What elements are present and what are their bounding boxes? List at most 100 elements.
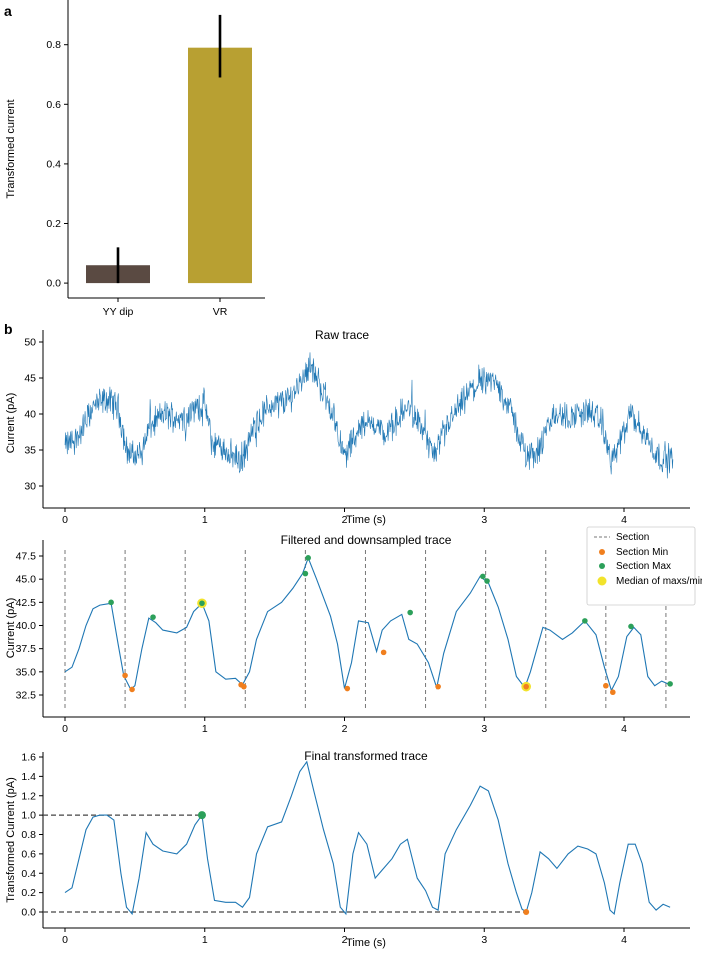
y-tick-label: 40.0 (16, 620, 37, 632)
x-tick-label: 3 (481, 514, 487, 526)
panel-label-a: a (4, 3, 12, 19)
section-max-marker (199, 600, 205, 607)
section-min-marker (129, 686, 135, 693)
bar-bars (86, 14, 252, 284)
y-tick-label: 40 (24, 409, 36, 421)
x-tick-label: 0 (62, 934, 68, 946)
bar-y-tick-label: 0.4 (46, 158, 61, 170)
transformed-y-ticks: 0.0 0.2 0.4 0.6 0.8 1.0 1.2 1.4 1.6 (21, 752, 43, 919)
x-tick-label: 3 (481, 723, 487, 735)
section-max-marker (667, 681, 673, 687)
transformed-max-marker (197, 811, 206, 820)
section-max-marker (108, 599, 114, 606)
section-min-marker (603, 682, 609, 689)
section-min-marker (610, 689, 616, 696)
section-min-marker (523, 683, 529, 690)
y-tick-label: 0.6 (21, 848, 36, 860)
x-tick-label: 3 (481, 934, 487, 946)
bar-vr (188, 47, 252, 284)
filtered-trace-chart: Filtered and downsampled trace 32.535.03… (5, 526, 702, 735)
y-tick-label: 30 (24, 481, 36, 493)
section-max-marker (484, 578, 490, 584)
transformed-points (197, 811, 530, 915)
legend: Section Section Min Section Max Median o… (586, 526, 702, 606)
transformed-min-marker (523, 909, 530, 915)
panel-label-b: b (4, 321, 13, 337)
section-min-marker (344, 685, 351, 692)
bar-y-tick-label: 0.6 (46, 99, 61, 111)
legend-median-marker (597, 576, 607, 586)
transformed-y-axis-label: Transformed Current (pA) (5, 777, 17, 903)
x-tick-label: 1 (202, 723, 208, 735)
raw-x-ticks: 0 1 2 3 4 (62, 508, 627, 526)
bar-x-ticks: YY dip VR (103, 298, 228, 318)
section-max-marker (628, 623, 634, 630)
x-tick-label: 0 (62, 514, 68, 526)
x-tick-label: 2 (342, 723, 348, 735)
raw-y-ticks: 30 35 40 45 50 (24, 337, 43, 493)
raw-y-axis-label: Current (pA) (5, 393, 17, 454)
y-tick-label: 1.6 (21, 752, 36, 764)
legend-median-label: Median of maxs/mins (616, 576, 702, 587)
raw-x-axis-label: Time (s) (346, 514, 386, 526)
filtered-trace-title: Filtered and downsampled trace (281, 533, 452, 547)
bar-chart: 0.0 0.2 0.4 0.6 0.8 YY dip VR Transformed cur… (5, 0, 265, 318)
y-tick-label: 37.5 (16, 643, 37, 655)
y-tick-label: 0.2 (21, 887, 36, 899)
transformed-x-ticks: 0 1 2 3 4 (62, 928, 627, 946)
section-min-marker (380, 649, 387, 656)
y-tick-label: 1.0 (21, 810, 36, 822)
section-max-marker (150, 614, 156, 620)
y-tick-label: 0.0 (21, 907, 36, 919)
legend-max-label: Section Max (616, 561, 671, 572)
x-tick-label: 4 (621, 514, 627, 526)
legend-max-marker (599, 563, 605, 569)
bar-x-tick-label: VR (213, 306, 228, 318)
filtered-y-ticks: 32.5 35.0 37.5 40.0 42.5 45.0 47.5 (16, 551, 43, 702)
filtered-y-axis-label: Current (pA) (5, 598, 17, 659)
x-tick-label: 2 (342, 934, 348, 946)
legend-min-label: Section Min (616, 547, 668, 558)
bar-y-ticks: 0.0 0.2 0.4 0.6 0.8 (46, 39, 68, 290)
x-tick-label: 4 (621, 723, 627, 735)
reference-lines (43, 814, 527, 913)
x-tick-label: 0 (62, 723, 68, 735)
section-min-marker (435, 683, 441, 690)
section-min-marker (241, 683, 247, 690)
y-tick-label: 1.4 (21, 771, 36, 783)
y-tick-label: 50 (24, 337, 36, 349)
legend-section-label: Section (616, 532, 649, 543)
bar-y-tick-label: 0.2 (46, 218, 61, 230)
y-tick-label: 1.2 (21, 790, 36, 802)
y-tick-label: 47.5 (16, 551, 37, 563)
y-tick-label: 45.0 (16, 574, 37, 586)
section-max-marker (407, 609, 413, 616)
section-max-marker (305, 555, 311, 561)
section-max-marker (582, 618, 588, 624)
bar-y-tick-label: 0.8 (46, 39, 61, 51)
y-tick-label: 35.0 (16, 666, 37, 678)
transformed-trace-chart: Final transformed trace 0.0 0.2 0.4 0.6 0.8 1… (5, 749, 690, 949)
filtered-x-ticks: 0 1 2 3 4 (62, 717, 627, 735)
y-tick-label: 32.5 (16, 690, 37, 702)
y-tick-label: 0.4 (21, 868, 36, 880)
y-tick-label: 0.8 (21, 829, 36, 841)
raw-trace-title: Raw trace (315, 328, 369, 342)
legend-box (586, 526, 696, 606)
raw-trace-line (64, 352, 674, 479)
y-tick-label: 42.5 (16, 597, 37, 609)
bar-x-tick-label: YY dip (103, 306, 134, 318)
transformed-trace-line (64, 760, 671, 916)
section-max-marker (302, 570, 309, 577)
bar-y-tick-label: 0.0 (46, 278, 61, 290)
x-tick-label: 2 (342, 514, 348, 526)
x-tick-label: 1 (202, 514, 208, 526)
filtered-trace-line (64, 556, 671, 692)
y-tick-label: 35 (24, 445, 36, 457)
section-points (108, 555, 673, 696)
x-tick-label: 4 (621, 934, 627, 946)
x-tick-label: 1 (202, 934, 208, 946)
legend-min-marker (599, 549, 605, 555)
